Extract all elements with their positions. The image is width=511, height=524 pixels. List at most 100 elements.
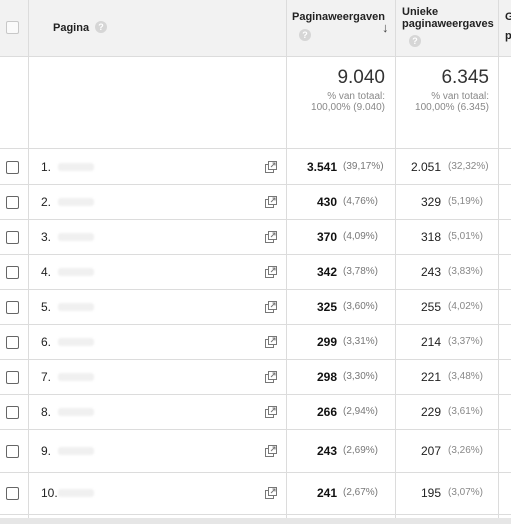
table-row[interactable]: 1. 3.541 (39,17%) 2.051 (32,32%): [0, 149, 511, 185]
pageviews-value: 370: [316, 229, 337, 244]
pageviews-value: 430: [316, 194, 337, 209]
help-icon[interactable]: ?: [409, 35, 421, 47]
table-row[interactable]: 4. 342 (3,78%) 243 (3,83%): [0, 254, 511, 290]
page-path-redacted[interactable]: [58, 446, 94, 455]
unique-value: 221: [420, 369, 441, 384]
page-path-redacted[interactable]: [58, 267, 94, 276]
column-header-page[interactable]: Pagina: [53, 22, 90, 34]
unique-pct: (3,61%): [448, 405, 484, 417]
pageviews-value: 299: [316, 334, 337, 349]
help-icon[interactable]: ?: [299, 29, 311, 41]
table-row[interactable]: 3. 370 (4,09%) 318 (5,01%): [0, 219, 511, 255]
row-index: 9.: [41, 443, 52, 458]
external-link-icon[interactable]: [265, 195, 277, 208]
external-link-icon[interactable]: [265, 160, 277, 173]
unique-pct: (3,37%): [448, 335, 484, 347]
table-row[interactable]: 9. 243 (2,69%) 207 (3,26%): [0, 429, 511, 473]
row-checkbox[interactable]: [6, 487, 19, 500]
table-row[interactable]: 8. 266 (2,94%) 229 (3,61%): [0, 394, 511, 430]
pageviews-value: 298: [316, 369, 337, 384]
column-header-next-line2[interactable]: p: [505, 30, 511, 42]
unique-value: 318: [420, 229, 441, 244]
unique-value: 229: [420, 404, 441, 419]
column-divider: [498, 0, 499, 518]
select-all-checkbox[interactable]: [6, 21, 19, 34]
row-index: 5.: [41, 299, 52, 314]
page-path-redacted[interactable]: [58, 162, 94, 171]
row-checkbox[interactable]: [6, 300, 19, 314]
pageviews-pct-label: % van totaal:: [327, 91, 385, 102]
unique-value: 329: [420, 194, 441, 209]
external-link-icon[interactable]: [265, 300, 277, 313]
pageviews-pct: (3,30%): [343, 370, 379, 382]
page-path-redacted[interactable]: [58, 337, 94, 346]
column-header-unique-line1[interactable]: Unieke: [402, 6, 439, 18]
table-row[interactable]: 5. 325 (3,60%) 255 (4,02%): [0, 289, 511, 325]
help-icon[interactable]: ?: [95, 21, 107, 33]
column-header-pageviews[interactable]: Paginaweergaven: [292, 11, 385, 23]
pageviews-value: 325: [316, 299, 337, 314]
external-link-icon[interactable]: [265, 405, 277, 418]
row-checkbox[interactable]: [6, 160, 19, 174]
external-link-icon[interactable]: [265, 335, 277, 348]
table-row[interactable]: 6. 299 (3,31%) 214 (3,37%): [0, 324, 511, 360]
table-header: Pagina ? Paginaweergaven ↓ ? Unieke pagi…: [0, 0, 511, 57]
row-checkbox[interactable]: [6, 335, 19, 349]
unique-total: 6.345: [441, 67, 489, 88]
column-header-next-line1[interactable]: G: [505, 11, 511, 23]
page-path-redacted[interactable]: [58, 197, 94, 206]
table-row[interactable]: 10. 241 (2,67%) 195 (3,07%): [0, 472, 511, 515]
external-link-icon[interactable]: [265, 265, 277, 278]
pageviews-value: 3.541: [306, 159, 337, 174]
page-path-redacted[interactable]: [58, 372, 94, 381]
unique-pct: (3,07%): [448, 487, 484, 498]
unique-value: 243: [420, 264, 441, 279]
unique-value: 255: [420, 299, 441, 314]
unique-pct: (3,26%): [448, 444, 484, 456]
row-index: 2.: [41, 194, 52, 209]
pageviews-pct: (3,78%): [343, 265, 379, 277]
row-index: 10.: [41, 486, 58, 500]
row-checkbox[interactable]: [6, 370, 19, 384]
pageviews-value: 243: [316, 443, 337, 458]
unique-pct: (5,19%): [448, 195, 484, 207]
external-link-icon[interactable]: [265, 370, 277, 383]
unique-pct: (32,32%): [448, 160, 489, 172]
pageviews-pct: (4,76%): [343, 195, 379, 207]
pageviews-pct: (3,60%): [343, 300, 379, 312]
external-link-icon[interactable]: [265, 230, 277, 243]
sort-descending-icon[interactable]: ↓: [382, 20, 389, 35]
row-index: 8.: [41, 404, 52, 419]
unique-value: 207: [420, 443, 441, 458]
page-path-redacted[interactable]: [58, 489, 94, 497]
column-divider: [286, 0, 287, 518]
column-header-unique-line2[interactable]: paginaweergaves: [402, 18, 494, 30]
column-divider: [395, 0, 396, 518]
totals-row: 9.040 % van totaal: 100,00% (9.040) 6.34…: [0, 57, 511, 149]
row-checkbox[interactable]: [6, 444, 19, 458]
pageviews-pct: (3,31%): [343, 335, 379, 347]
pageviews-pct: (2,69%): [343, 444, 379, 456]
row-index: 6.: [41, 334, 52, 349]
row-checkbox[interactable]: [6, 195, 19, 209]
external-link-icon[interactable]: [265, 487, 277, 499]
row-checkbox[interactable]: [6, 265, 19, 279]
pageviews-value: 266: [316, 404, 337, 419]
row-checkbox[interactable]: [6, 405, 19, 419]
pageviews-pct: (39,17%): [343, 160, 384, 172]
table-row[interactable]: 2. 430 (4,76%) 329 (5,19%): [0, 184, 511, 220]
page-path-redacted[interactable]: [58, 302, 94, 311]
horizontal-scrollbar[interactable]: [0, 518, 511, 524]
column-divider: [28, 0, 29, 518]
page-path-redacted[interactable]: [58, 232, 94, 241]
row-index: 3.: [41, 229, 52, 244]
unique-pct: (4,02%): [448, 300, 484, 312]
pageviews-total: 9.040: [337, 67, 385, 88]
unique-pct: (3,48%): [448, 370, 484, 382]
external-link-icon[interactable]: [265, 444, 277, 457]
unique-pct-label: % van totaal:: [431, 91, 489, 102]
table-row[interactable]: 7. 298 (3,30%) 221 (3,48%): [0, 359, 511, 395]
row-checkbox[interactable]: [6, 230, 19, 244]
pageviews-pct: (2,94%): [343, 405, 379, 417]
page-path-redacted[interactable]: [58, 407, 94, 416]
